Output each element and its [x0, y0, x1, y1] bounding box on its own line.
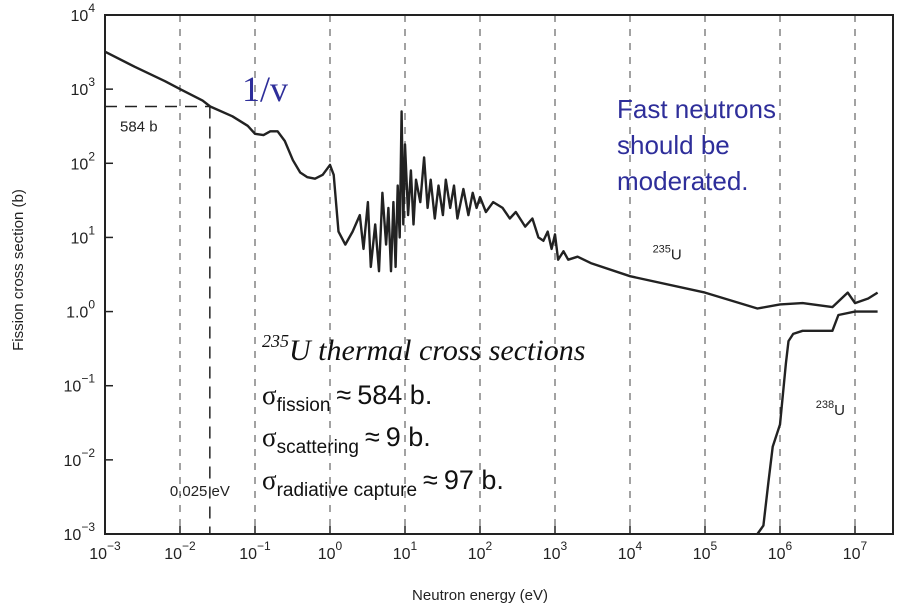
y-tick-label: 101 — [71, 223, 96, 247]
x-tick-label: 10−1 — [239, 539, 271, 563]
x-tick-label: 10−3 — [89, 539, 121, 563]
x-tick-label: 104 — [618, 539, 643, 563]
approx-sign: ≈ — [336, 380, 351, 410]
series-label-238U: 238U — [816, 399, 845, 419]
xs-row-radiative-capture: σradiative capture ≈97 b. — [262, 465, 504, 501]
x-axis-title: Neutron energy (eV) — [412, 587, 548, 604]
x-tick-label: 10−2 — [164, 539, 196, 563]
y-axis-title: Fission cross section (b) — [10, 189, 27, 351]
x-tick-label: 106 — [768, 539, 793, 563]
x-tick-label: 101 — [393, 539, 418, 563]
y-tick-label: 103 — [71, 75, 96, 99]
series — [104, 50, 879, 535]
plot-frame — [104, 14, 894, 535]
marker-energy-label: 0.025 eV — [170, 483, 230, 500]
approx-sign: ≈ — [423, 465, 438, 495]
y-tick-label: 10−2 — [64, 446, 96, 470]
thermal-cross-sections-box: 235U thermal cross sections σfission ≈584… — [262, 331, 585, 501]
y-tick-label: 102 — [71, 149, 96, 173]
y-tick-label: 10−1 — [64, 372, 96, 396]
xs-subscript: radiative capture — [277, 480, 417, 501]
x-tick-label: 107 — [843, 539, 868, 563]
approx-sign: ≈ — [365, 422, 380, 452]
xs-value: 584 b. — [357, 380, 432, 410]
x-tick-label: 102 — [468, 539, 493, 563]
xs-row-fission: σfission ≈584 b. — [262, 380, 432, 416]
title-superscript: 235 — [262, 331, 289, 351]
reference-marker — [105, 105, 211, 534]
sigma-symbol: σ — [262, 380, 277, 410]
fast-note-line: should be — [617, 130, 730, 160]
y-tick-label: 104 — [71, 1, 96, 25]
one-over-v-label: 1/v — [242, 69, 288, 109]
grid — [179, 15, 856, 534]
xs-value: 9 b. — [386, 422, 431, 452]
x-tick-label: 100 — [318, 539, 343, 563]
xs-row-scattering: σscattering ≈9 b. — [262, 422, 431, 458]
series-line-235U — [104, 50, 879, 310]
x-tick-label: 103 — [543, 539, 568, 563]
y-tick-label: 1.00 — [66, 298, 95, 322]
xs-subscript: fission — [277, 395, 331, 416]
axis-ticks: 10−3 10−2 10−1 100 101 102 103 104 105 106 107 10−3… — [64, 1, 868, 563]
fast-note-line: Fast neutrons — [617, 94, 776, 124]
series-label-235U: 235U — [653, 244, 682, 264]
y-tick-label: 10−3 — [64, 520, 96, 544]
series-line-238U — [756, 310, 878, 535]
fast-note-line: moderated. — [617, 166, 749, 196]
xs-subscript: scattering — [277, 437, 359, 458]
sigma-symbol: σ — [262, 465, 277, 495]
marker-cross-section-label: 584 b — [120, 118, 158, 135]
sigma-symbol: σ — [262, 422, 277, 452]
thermal-xs-title: 235U thermal cross sections — [262, 331, 585, 367]
title-text: U thermal cross sections — [289, 334, 585, 367]
xs-value: 97 b. — [444, 465, 504, 495]
x-tick-label: 105 — [693, 539, 718, 563]
fast-neutrons-note: Fast neutrons should be moderated. — [617, 94, 776, 196]
